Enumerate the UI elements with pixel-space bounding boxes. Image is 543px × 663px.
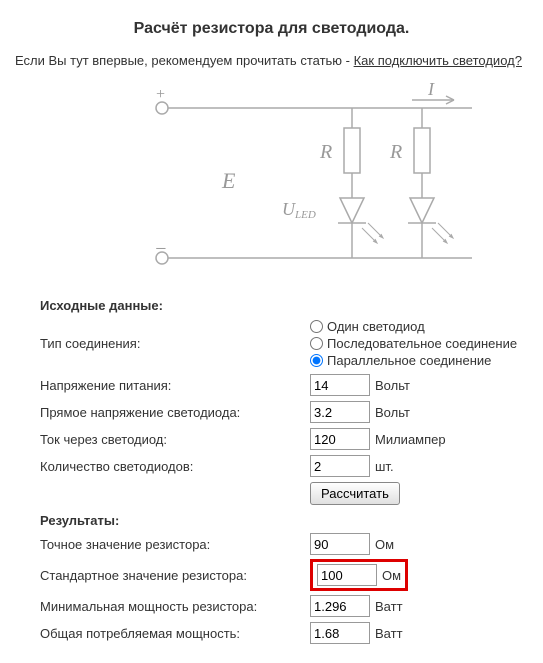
svg-text:R: R xyxy=(319,141,332,163)
count-unit: шт. xyxy=(375,459,394,474)
calculate-button[interactable]: Рассчитать xyxy=(310,482,400,505)
supply-v-input[interactable] xyxy=(310,374,370,396)
radio-single-label: Один светодиод xyxy=(327,319,425,334)
radio-parallel[interactable] xyxy=(310,354,323,367)
min-p-unit: Ватт xyxy=(375,599,403,614)
std-r-label: Стандартное значение резистора: xyxy=(40,568,310,583)
page-title: Расчёт резистора для светодиода. xyxy=(15,20,528,38)
std-r-output[interactable] xyxy=(317,564,377,586)
radio-parallel-label: Параллельное соединение xyxy=(327,353,491,368)
radio-single[interactable] xyxy=(310,320,323,333)
total-p-unit: Ватт xyxy=(375,626,403,641)
std-r-unit: Ом xyxy=(382,568,401,583)
count-label: Количество светодиодов: xyxy=(40,459,310,474)
svg-text:−: − xyxy=(154,238,168,260)
count-input[interactable] xyxy=(310,455,370,477)
supply-v-unit: Вольт xyxy=(375,378,410,393)
svg-text:I: I xyxy=(427,83,435,99)
fwd-v-label: Прямое напряжение светодиода: xyxy=(40,405,310,420)
exact-r-unit: Ом xyxy=(375,537,394,552)
exact-r-output[interactable] xyxy=(310,533,370,555)
svg-text:+: + xyxy=(155,86,166,103)
conn-type-label: Тип соединения: xyxy=(40,336,310,351)
supply-v-label: Напряжение питания: xyxy=(40,378,310,393)
svg-text:E: E xyxy=(221,168,236,193)
intro-link[interactable]: Как подключить светодиод? xyxy=(354,53,522,68)
current-input[interactable] xyxy=(310,428,370,450)
min-p-label: Минимальная мощность резистора: xyxy=(40,599,310,614)
fwd-v-unit: Вольт xyxy=(375,405,410,420)
std-r-highlight: Ом xyxy=(310,559,408,591)
total-p-label: Общая потребляемая мощность: xyxy=(40,626,310,641)
radio-serial[interactable] xyxy=(310,337,323,350)
results-section-title: Результаты: xyxy=(40,513,528,528)
radio-serial-label: Последовательное соединение xyxy=(327,336,517,351)
current-label: Ток через светодиод: xyxy=(40,432,310,447)
input-section-title: Исходные данные: xyxy=(40,298,528,313)
current-unit: Милиампер xyxy=(375,432,446,447)
intro-text: Если Вы тут впервые, рекомендуем прочита… xyxy=(15,53,528,68)
circuit-diagram: + E I R R ULED − xyxy=(42,83,502,278)
min-p-output[interactable] xyxy=(310,595,370,617)
svg-text:R: R xyxy=(389,141,402,163)
total-p-output[interactable] xyxy=(310,622,370,644)
svg-text:ULED: ULED xyxy=(282,199,316,221)
fwd-v-input[interactable] xyxy=(310,401,370,423)
exact-r-label: Точное значение резистора: xyxy=(40,537,310,552)
